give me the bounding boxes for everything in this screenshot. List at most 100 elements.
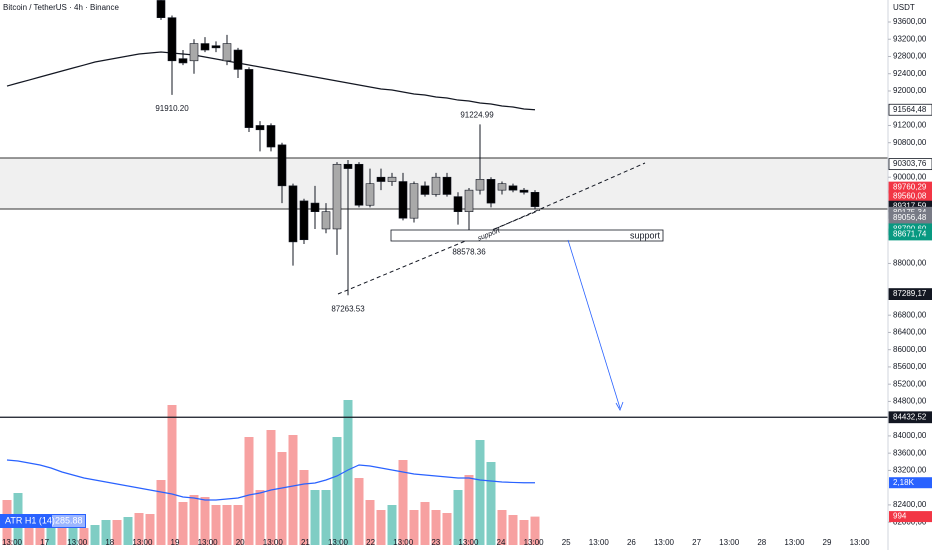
y-tick-label: 93200,00 [893,34,927,43]
volume-bar [497,510,507,545]
low-label: 87263.53 [331,304,365,313]
volume-label: 2,18K [893,478,915,487]
price-label: 90303,76 [893,159,927,168]
volume-bar [387,505,397,545]
volume-bar [321,490,331,545]
volume-bar [409,510,419,545]
volume-label: 994 [893,512,907,521]
y-tick-label: 86000,00 [893,345,927,354]
candle-body [431,176,441,195]
candle-body [420,185,430,195]
indicator-value-box [52,515,85,527]
volume-bar [24,520,34,545]
y-tick-label: 92000,00 [893,86,927,95]
volume-label-box [889,477,932,489]
volume-bar [475,440,485,545]
candle-body [519,189,529,193]
volume-bar [299,470,309,545]
volume-bar [79,528,89,545]
y-tick-label: 92400,00 [893,69,927,78]
y-tick-label: 83600,00 [893,448,927,457]
y-tick-label: 85200,00 [893,379,927,388]
x-tick-label: 13:00 [393,538,414,547]
y-tick-label: 88000,00 [893,259,927,268]
x-tick-label: 13:00 [328,538,349,547]
low-label: 88578.36 [452,248,486,257]
volume-bar [354,478,364,545]
candle-body [156,0,166,18]
volume-bar [365,500,375,545]
candle-body [453,196,463,213]
candle-body [398,181,408,219]
candle-body [310,202,320,213]
trend-line [337,209,541,295]
support-box [390,229,664,242]
arrow-head [615,401,624,411]
candle-body [200,43,210,51]
x-tick-label: 13:00 [524,538,545,547]
volume-bar [123,517,133,545]
x-tick-label: 13:00 [132,538,153,547]
volume-bar [134,513,144,545]
x-tick-label: 13:00 [67,538,88,547]
volume-bar [35,520,45,545]
support-label: support [630,230,661,240]
candle-body [530,192,540,207]
volume-bar [189,495,199,545]
candle-body [409,183,419,219]
x-tick-label: 13:00 [2,538,23,547]
candle-body [376,176,386,182]
candle-body [497,183,507,191]
chart-title: Bitcoin / TetherUS · 4h · Binance [3,3,119,12]
volume-bar [167,405,177,545]
price-label-box [888,411,932,424]
volume-bar [68,527,78,545]
x-tick-label: 13:00 [458,538,479,547]
volume-bar [200,497,210,545]
volume-bar [101,520,111,545]
volume-bar [453,490,463,545]
volume-bar [233,505,243,545]
y-tick-label: 93600,00 [893,17,927,26]
candle-body [442,176,452,195]
x-tick-label: 13:00 [784,538,805,547]
candle-body [288,185,298,243]
drawings: support support [337,162,664,411]
candle-body [486,179,496,204]
y-tick-label: 86400,00 [893,328,927,337]
y-tick-label: 92800,00 [893,52,927,61]
volume-bar [288,435,298,545]
x-tick-label: 24 [497,538,506,547]
volume-bar [178,502,188,545]
y-tick-label: 84800,00 [893,397,927,406]
volume-bar [112,520,122,545]
x-tick-label: 19 [171,538,180,547]
candle-body [299,200,309,241]
price-label: 89560,08 [893,191,927,200]
volume-bar [442,513,452,545]
price-label-box [888,228,932,241]
volume-bar [343,400,353,545]
candle-body [277,144,287,187]
price-label: 87289,17 [893,289,927,298]
volume-bar [156,480,166,545]
y-tick-label: 84000,00 [893,431,927,440]
volume-bar [277,452,287,545]
volume-bar [464,475,474,545]
y-tick-label: 82400,00 [893,500,927,509]
price-label: 89317,59 [893,202,927,211]
candle-body [365,183,375,206]
candle-body [189,43,199,62]
volume-bar [376,510,386,545]
x-tick-label: 28 [757,538,766,547]
x-tick-label: 29 [823,538,832,547]
candle-body [464,189,474,213]
x-tick-label: 22 [366,538,375,547]
x-tick-label: 23 [431,538,440,547]
x-tick-label: 13:00 [263,538,284,547]
candle-body [255,125,265,131]
price-axis: 93600,00 93200,00 92800,00 92400,00 92000,00… [888,17,932,526]
moving-average-line [6,51,536,111]
y-tick-label: 86800,00 [893,310,927,319]
